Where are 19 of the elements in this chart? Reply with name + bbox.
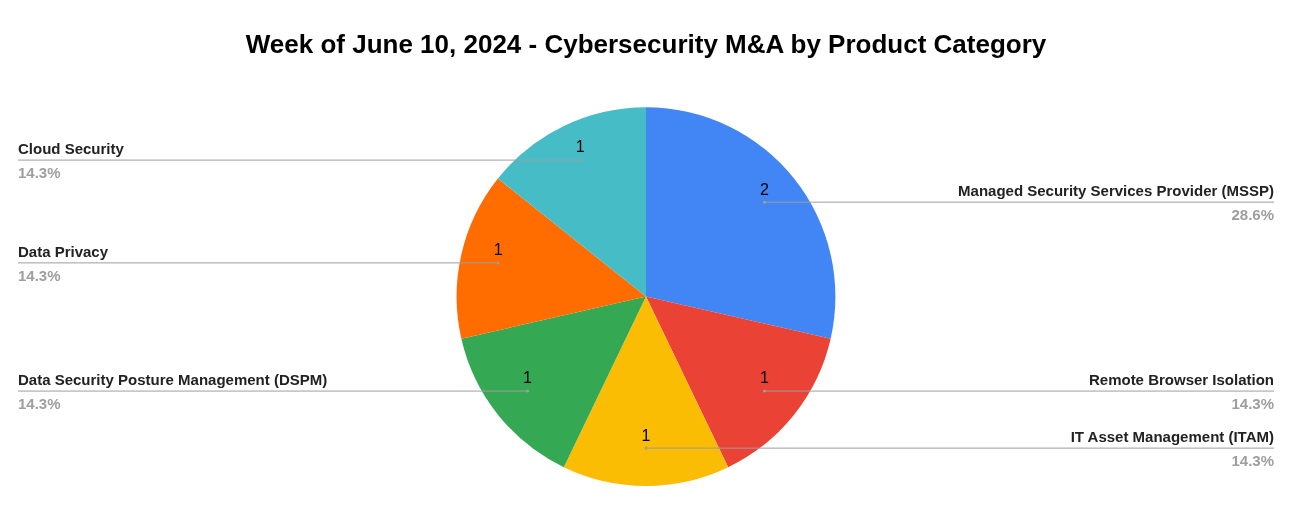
chart-title: Week of June 10, 2024 - Cybersecurity M&A by Product Category [245,28,1047,59]
text: 14.3% [1231,395,1274,413]
text: 14.3% [18,395,61,413]
text: 14.3% [18,266,61,284]
slice-label: Cloud Security [18,140,125,158]
text: 14.3% [1231,452,1274,470]
data-label: 2 [760,180,770,198]
text: 28.6% [1231,206,1274,224]
slice-label: Data Privacy [18,242,109,260]
data-label: 1 [760,369,770,387]
data-label: 1 [641,426,651,444]
data-label: 1 [493,241,503,259]
text: 14.3% [18,164,61,182]
slice-label: Remote Browser Isolation [1088,371,1274,389]
data-label: 1 [523,369,533,387]
data-label: 1 [575,138,585,156]
slice-label: Managed Security Services Provider (MSSP) [958,182,1274,200]
slice-label: Data Security Posture Management (DSPM) [18,371,328,389]
slice-label: IT Asset Management (ITAM) [1070,428,1274,446]
